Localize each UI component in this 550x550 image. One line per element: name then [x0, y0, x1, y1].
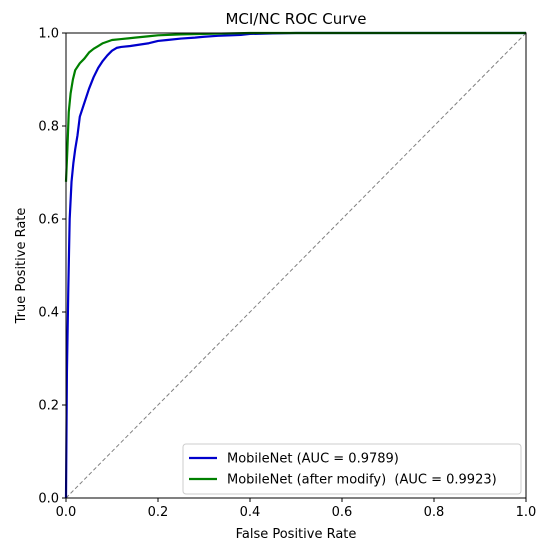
y-tick-label: 1.0	[38, 27, 59, 42]
x-tick-label: 0.6	[332, 505, 353, 520]
chance-diagonal-line	[65, 32, 527, 499]
x-tick-label: 1.0	[516, 505, 537, 520]
y-axis: 0.0 0.2 0.4 0.6 0.8 1.0	[38, 27, 66, 507]
legend: MobileNet (AUC = 0.9789) MobileNet (after…	[182, 443, 522, 495]
y-tick-label: 0.0	[38, 492, 59, 507]
x-axis: 0.0 0.2 0.4 0.6 0.8 1.0	[56, 498, 537, 520]
y-tick-label: 0.4	[38, 306, 59, 321]
plot-frame	[65, 32, 527, 499]
legend-entry-label: MobileNet (after modify) (AUC = 0.9923)	[227, 473, 497, 488]
x-tick-label: 0.4	[240, 505, 261, 520]
y-axis-label: True Positive Rate	[14, 208, 29, 325]
x-tick-label: 0.2	[148, 505, 169, 520]
x-tick-label: 0.0	[56, 505, 77, 520]
y-tick-label: 0.6	[38, 213, 59, 228]
y-tick-label: 0.2	[38, 399, 59, 414]
x-tick-label: 0.8	[424, 505, 445, 520]
legend-box	[182, 443, 522, 495]
chart-title: MCI/NC ROC Curve	[225, 10, 366, 28]
x-axis-label: False Positive Rate	[236, 527, 357, 542]
legend-entry-label: MobileNet (AUC = 0.9789)	[227, 452, 399, 467]
y-tick-label: 0.8	[38, 120, 59, 135]
